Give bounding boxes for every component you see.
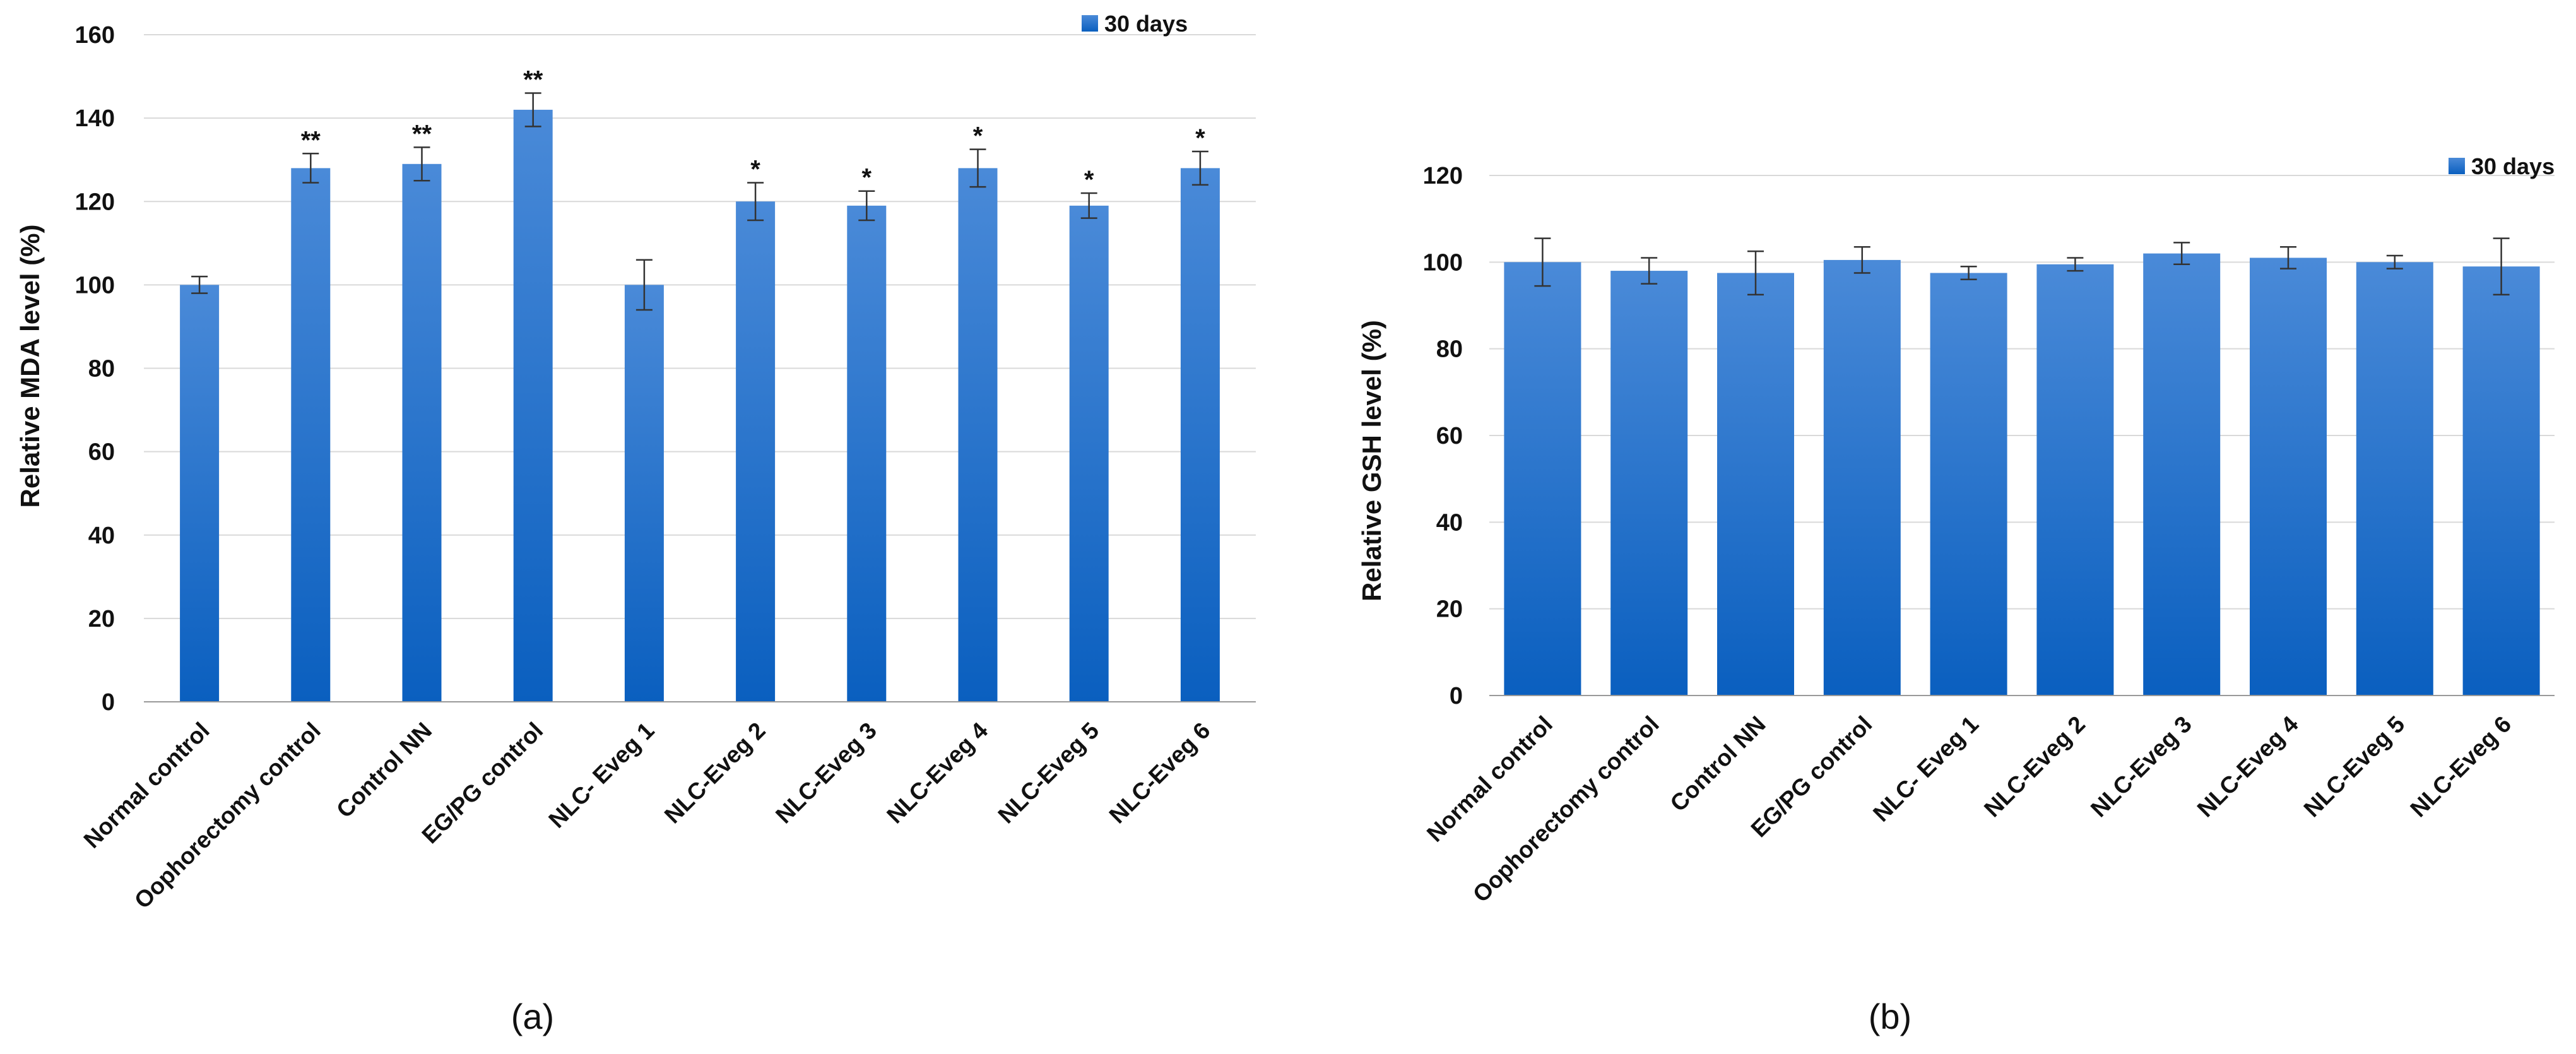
bar (2250, 258, 2327, 696)
category-label: NLC-Eveg 6 (1104, 718, 1215, 829)
error-bar-group (1534, 237, 2510, 296)
y-tick-label: 60 (88, 439, 115, 466)
bar (2143, 253, 2221, 696)
y-tick-label: 0 (1450, 683, 1463, 709)
category-label: NLC-Eveg 4 (882, 717, 993, 828)
category-label: NLC- Eveg 1 (543, 718, 659, 833)
category-label: EG/PG control (417, 718, 548, 849)
significance-marker: * (973, 122, 983, 150)
bar (736, 201, 776, 702)
significance-marker: * (862, 164, 872, 192)
legend-label: 30 days (2471, 153, 2555, 179)
bar (1610, 271, 1688, 696)
y-tick-label: 160 (75, 22, 115, 49)
y-tick-label: 120 (75, 189, 115, 215)
y-tick-label: 140 (75, 105, 115, 132)
bar (958, 168, 998, 702)
category-label: NLC-Eveg 3 (771, 718, 882, 829)
bar (402, 163, 442, 702)
panel-label-a: (a) (511, 997, 554, 1036)
legend: 30 days (2449, 153, 2555, 179)
y-tick-label: 60 (1436, 423, 1463, 449)
bar (291, 168, 331, 702)
chart-panel-b: 0 20 40 60 80 100 120 Normal controlOophorecto… (1357, 153, 2555, 1036)
y-tick-label: 80 (1436, 336, 1463, 363)
bar (2462, 266, 2540, 696)
y-tick-label: 0 (102, 689, 115, 716)
y-tick-label: 100 (1423, 249, 1463, 276)
bar (2036, 264, 2114, 696)
y-tick-label: 100 (75, 272, 115, 299)
bar-group (180, 109, 1220, 702)
bar (1180, 168, 1220, 702)
significance-marker: * (1195, 124, 1205, 152)
significance-marker: * (750, 156, 760, 184)
y-tick-label: 80 (88, 356, 115, 382)
y-tick-labels: 0 20 40 60 80 100 120 140 160 (75, 22, 115, 716)
bar (1504, 262, 1581, 696)
y-tick-label: 40 (88, 523, 115, 549)
significance-marker: ** (301, 126, 321, 154)
y-tick-label: 20 (88, 606, 115, 632)
category-label: NLC-Eveg 5 (993, 718, 1104, 829)
significance-marker: ** (523, 66, 543, 93)
category-label: Oophorectomy control (1468, 711, 1664, 908)
legend-label: 30 days (1104, 11, 1188, 37)
bar (624, 285, 664, 702)
category-label: NLC-Eveg 6 (2405, 711, 2516, 822)
significance-group: ** ***** **** (301, 66, 1205, 194)
bar (1069, 205, 1109, 702)
category-label: Control NN (1665, 711, 1771, 817)
category-label: NLC-Eveg 4 (2192, 711, 2303, 822)
bar (1930, 273, 2007, 696)
y-tick-label: 120 (1423, 163, 1463, 189)
category-label: NLC- Eveg 1 (1868, 711, 1983, 827)
y-tick-label: 40 (1436, 509, 1463, 536)
category-label: Control NN (331, 718, 437, 823)
bar (513, 109, 553, 702)
bar (847, 205, 887, 702)
category-label: NLC-Eveg 2 (1979, 711, 2090, 822)
y-tick-label: 20 (1436, 596, 1463, 623)
category-label: NLC-Eveg 3 (2086, 711, 2197, 822)
legend-swatch (1082, 15, 1098, 32)
y-axis-label: Relative MDA level (%) (15, 225, 45, 508)
legend: 30 days (1082, 11, 1188, 37)
bar (2356, 262, 2433, 696)
bar (1823, 259, 1901, 696)
category-label: Oophorectomy control (129, 718, 326, 914)
y-axis-label: Relative GSH level (%) (1357, 320, 1386, 601)
legend-swatch (2449, 158, 2465, 174)
bar-group (1504, 253, 2540, 696)
y-tick-labels: 0 20 40 60 80 100 120 (1423, 163, 1463, 709)
category-label: NLC-Eveg 5 (2299, 711, 2410, 822)
error-bar-group (191, 92, 1208, 311)
bar (180, 285, 220, 702)
significance-marker: * (1084, 166, 1094, 194)
bar (1717, 273, 1794, 696)
significance-marker: ** (412, 120, 432, 148)
category-label: NLC-Eveg 2 (659, 718, 771, 829)
panel-label-b: (b) (1869, 997, 1911, 1036)
